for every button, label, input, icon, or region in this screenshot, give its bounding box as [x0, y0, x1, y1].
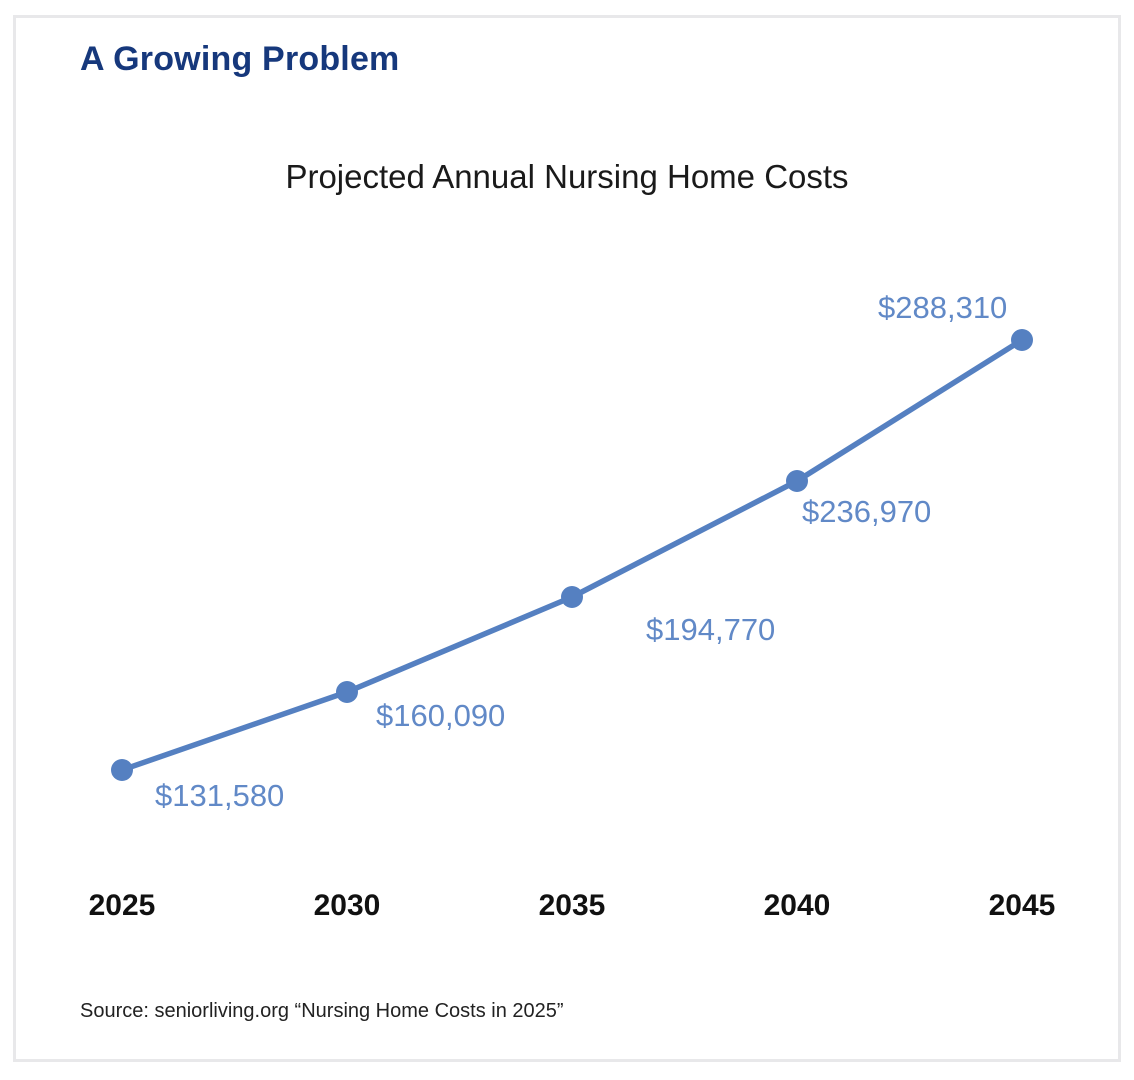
source-note: Source: seniorliving.org “Nursing Home C…: [80, 1000, 564, 1022]
x-axis-label-2025: 2025: [88, 889, 156, 922]
x-axis-label-2030: 2030: [313, 889, 381, 922]
data-label-2045: $288,310: [878, 290, 1008, 325]
x-axis-label-2045: 2045: [988, 889, 1056, 922]
data-label-2025: $131,580: [155, 778, 285, 813]
page-title: A Growing Problem: [80, 40, 400, 78]
x-axis-label-2040: 2040: [763, 889, 831, 922]
data-label-2035: $194,770: [646, 612, 776, 647]
chart-title: Projected Annual Nursing Home Costs: [285, 158, 849, 195]
x-axis-label-2035: 2035: [538, 889, 606, 922]
data-label-2040: $236,970: [802, 494, 932, 529]
data-label-2030: $160,090: [376, 698, 506, 733]
